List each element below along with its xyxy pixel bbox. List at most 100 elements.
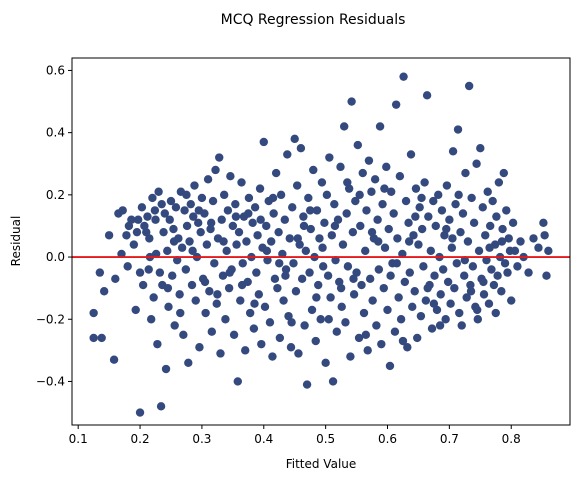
data-point [314, 280, 323, 290]
data-point [242, 237, 251, 246]
data-point [466, 280, 475, 290]
data-point [253, 231, 262, 240]
y-tick-label: 0.6 [46, 63, 65, 77]
data-point [367, 227, 377, 237]
data-point [481, 231, 490, 240]
data-point [458, 209, 468, 218]
data-point [265, 318, 275, 327]
data-point [386, 271, 395, 280]
data-point [500, 259, 510, 268]
data-point [273, 283, 282, 293]
data-point [343, 262, 353, 271]
data-point [464, 81, 474, 91]
data-point [508, 218, 518, 228]
data-point [384, 224, 393, 234]
data-point [197, 193, 207, 203]
y-tick-label: 0.4 [46, 126, 65, 140]
data-point [472, 159, 481, 168]
data-point [494, 178, 504, 187]
data-point [327, 231, 337, 240]
data-point [188, 246, 197, 256]
data-point [267, 237, 276, 246]
data-point [429, 196, 438, 206]
data-point [448, 147, 458, 156]
data-point [166, 196, 176, 206]
data-point [448, 234, 457, 243]
data-point [454, 190, 463, 200]
data-point [380, 184, 389, 193]
data-point [289, 259, 298, 268]
data-point [383, 305, 392, 315]
data-point [504, 234, 513, 243]
data-point [205, 287, 214, 296]
data-point [342, 209, 351, 218]
data-point [259, 137, 268, 147]
data-point [453, 125, 463, 134]
data-point [473, 315, 483, 324]
data-point [231, 212, 241, 221]
data-point [457, 321, 466, 330]
data-point [300, 321, 309, 330]
data-point [468, 262, 478, 271]
data-point [353, 140, 363, 150]
data-point [396, 315, 406, 324]
data-point [336, 283, 346, 293]
data-point [127, 215, 136, 224]
data-point [417, 193, 426, 203]
data-point [210, 259, 219, 268]
data-point [279, 296, 288, 305]
data-point [252, 268, 261, 277]
y-tick-label: −0.2 [36, 312, 65, 326]
data-point [117, 249, 126, 259]
data-point [390, 327, 400, 336]
data-point [387, 187, 396, 196]
data-point [176, 308, 185, 318]
data-point [374, 237, 383, 246]
data-point [469, 218, 479, 228]
data-point [177, 243, 187, 252]
data-point [403, 343, 412, 352]
data-point [194, 206, 204, 215]
data-point [394, 293, 403, 302]
data-point [370, 175, 380, 184]
data-point [287, 318, 296, 327]
data-point [208, 196, 218, 206]
data-point [181, 265, 191, 274]
data-point [333, 215, 343, 224]
data-point [486, 221, 495, 231]
data-point [401, 196, 411, 206]
data-point [312, 293, 321, 302]
x-tick-label: 0.5 [316, 432, 335, 446]
data-point [489, 280, 499, 290]
data-point [332, 327, 341, 336]
data-point [275, 333, 285, 343]
data-point [436, 290, 445, 299]
data-point [429, 299, 439, 308]
data-point [179, 330, 188, 340]
data-point [291, 287, 301, 296]
data-point [340, 122, 349, 131]
data-point [431, 221, 440, 231]
data-point [331, 255, 340, 265]
data-point [395, 171, 405, 181]
data-point [320, 218, 329, 228]
x-tick-label: 0.4 [254, 432, 273, 446]
data-point [123, 262, 132, 271]
data-point [363, 346, 372, 355]
data-point [131, 305, 140, 315]
data-point [442, 224, 451, 234]
data-point [368, 296, 377, 305]
data-point [474, 246, 484, 256]
data-point [424, 212, 433, 221]
data-point [143, 212, 152, 221]
data-point [305, 268, 314, 277]
data-point [169, 237, 179, 246]
data-point [292, 181, 302, 190]
data-point [542, 271, 551, 280]
data-point [286, 343, 296, 352]
data-point [421, 296, 431, 305]
data-point [206, 224, 215, 234]
data-point [268, 352, 277, 361]
data-point [365, 274, 375, 284]
data-point [216, 349, 225, 358]
